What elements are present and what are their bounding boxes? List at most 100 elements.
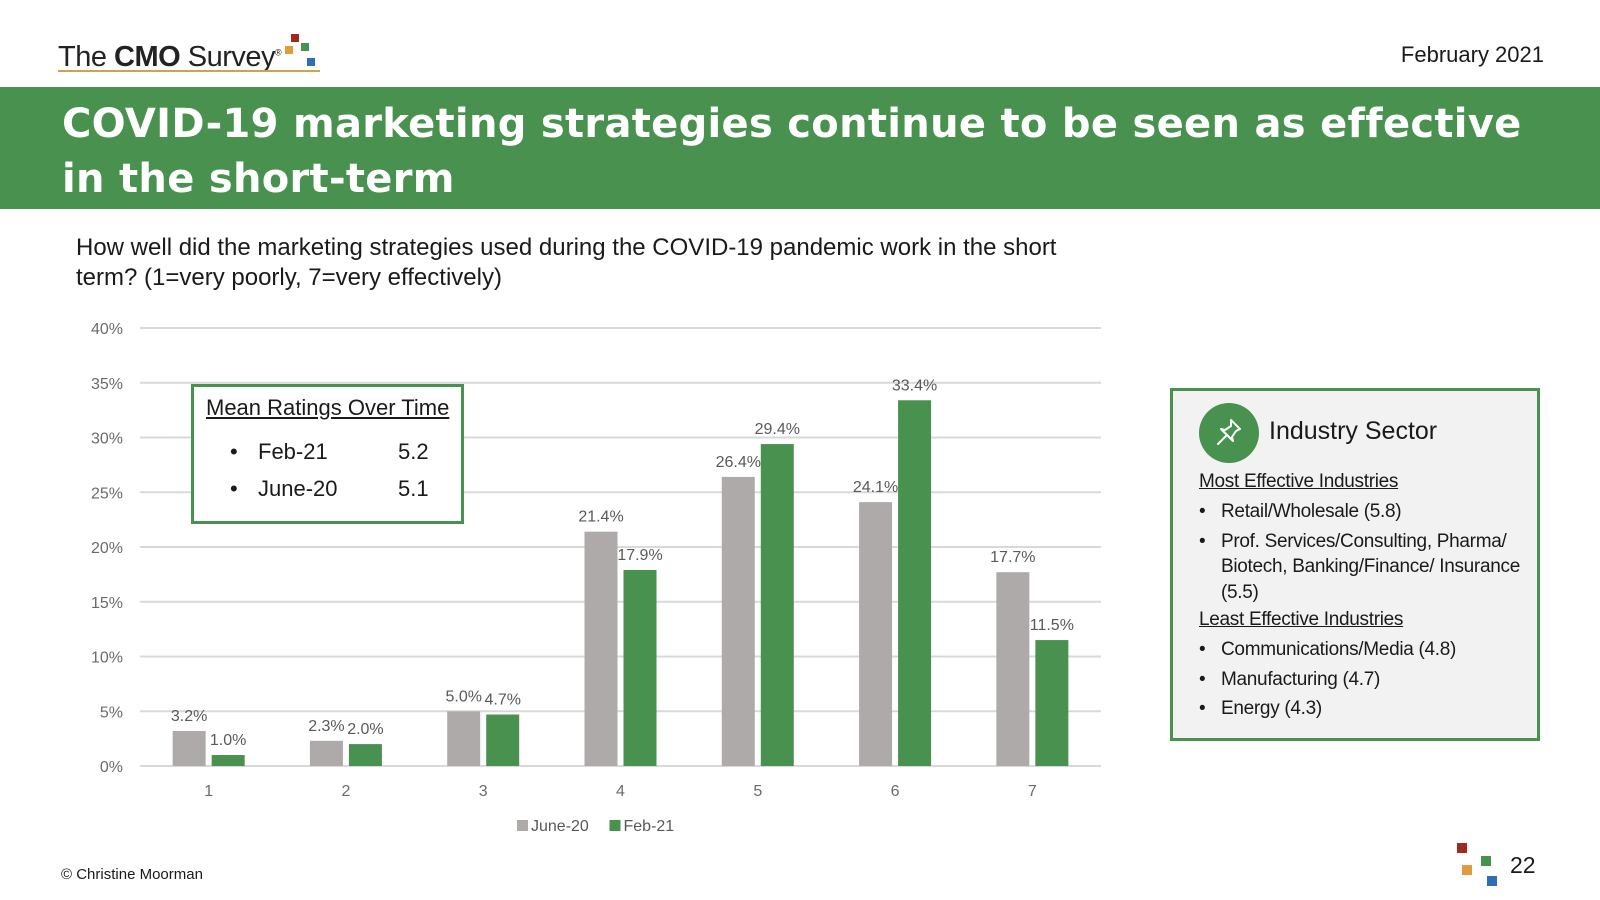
- data-label: 21.4%: [578, 509, 623, 526]
- mean-row: • June-20 5.1: [206, 470, 449, 507]
- logo-square-blue: [307, 58, 316, 66]
- title-banner: COVID-19 marketing strategies continue t…: [0, 87, 1600, 209]
- data-label: 17.7%: [990, 549, 1035, 566]
- y-tick-label: 40%: [91, 321, 123, 338]
- legend-swatch: [609, 820, 621, 831]
- bar-feb-21: [211, 755, 245, 766]
- footer-square-blue: [1487, 876, 1497, 886]
- page-number: 22: [1510, 852, 1536, 878]
- list-item: Energy (4.3): [1199, 696, 1523, 722]
- chart-bars: [172, 400, 1069, 766]
- x-tick-label: 7: [1028, 783, 1037, 800]
- legend-label: June-20: [531, 818, 589, 835]
- mean-value: 5.2: [398, 438, 429, 464]
- logo-text-prefix: The: [58, 41, 115, 73]
- y-tick-label: 25%: [91, 485, 123, 502]
- bar-june-20: [309, 740, 343, 766]
- most-effective-heading: Most Effective Industries: [1199, 471, 1399, 492]
- bar-june-20: [721, 476, 755, 766]
- list-item: Retail/Wholesale (5.8): [1199, 499, 1523, 525]
- y-tick-label: 10%: [91, 650, 123, 667]
- report-date: February 2021: [1400, 42, 1544, 67]
- data-label: 11.5%: [1030, 617, 1074, 634]
- y-tick-label: 15%: [91, 595, 123, 612]
- logo-square-orange: [285, 46, 294, 54]
- copyright-footer: © Christine Moorman: [61, 866, 203, 883]
- data-label: 26.4%: [716, 454, 761, 471]
- mean-ratings-title: Mean Ratings Over Time: [206, 395, 450, 420]
- bar-feb-21: [623, 569, 657, 766]
- bullet: •: [230, 438, 238, 464]
- data-label: 2.3%: [308, 718, 344, 735]
- y-tick-label: 5%: [100, 704, 123, 721]
- bar-june-20: [584, 531, 618, 766]
- y-tick-label: 0%: [100, 759, 123, 776]
- data-label: 24.1%: [853, 479, 898, 496]
- footer-square-red: [1457, 843, 1467, 853]
- logo-square-green: [301, 43, 310, 51]
- mean-row: • Feb-21 5.2: [206, 433, 449, 470]
- x-tick-label: 3: [479, 783, 488, 800]
- industry-sector-box: Industry Sector Most Effective Industrie…: [1170, 388, 1540, 741]
- mean-label: Feb-21: [258, 438, 328, 464]
- bar-feb-21: [760, 444, 794, 766]
- survey-question: How well did the marketing strategies us…: [76, 234, 1057, 291]
- chart-legend: June-20 Feb-21: [517, 818, 674, 835]
- data-label: 17.9%: [617, 547, 662, 564]
- industry-sector-header: Industry Sector: [1187, 397, 1523, 465]
- bar-feb-21: [486, 714, 520, 766]
- data-label: 5.0%: [445, 688, 481, 705]
- bar-june-20: [172, 730, 206, 766]
- y-tick-label: 20%: [91, 540, 123, 557]
- mean-label: June-20: [258, 475, 338, 501]
- logo-underline: [58, 70, 320, 72]
- y-tick-label: 30%: [91, 431, 123, 448]
- logo-text-suffix: Survey: [180, 41, 276, 73]
- data-label: 29.4%: [755, 421, 800, 438]
- x-tick-label: 1: [204, 783, 213, 800]
- data-label: 2.0%: [347, 721, 383, 738]
- list-item: Prof. Services/Consulting, Pharma/ Biote…: [1199, 529, 1523, 606]
- footer-squares-icon: [1452, 842, 1500, 888]
- x-tick-label: 5: [753, 783, 762, 800]
- data-label: 3.2%: [171, 708, 207, 725]
- cmo-survey-logo: The CMO Survey®: [58, 32, 325, 72]
- slide-title: COVID-19 marketing strategies continue t…: [62, 101, 1522, 202]
- list-item: Manufacturing (4.7): [1199, 667, 1523, 693]
- y-tick-label: 35%: [91, 376, 123, 393]
- x-tick-label: 4: [616, 783, 625, 800]
- bar-chart: 0% 5% 10% 15% 20% 25% 30% 35% 40% 3.2%1.0% 2.3% 2.…: [91, 321, 1101, 835]
- logo-wordmark: The CMO Survey®: [58, 41, 282, 73]
- mean-value: 5.1: [398, 475, 429, 501]
- logo-text-bold: CMO: [114, 41, 181, 73]
- logo-registered-mark: ®: [275, 47, 282, 58]
- footer-square-orange: [1462, 865, 1472, 875]
- mean-ratings-box: Mean Ratings Over Time • Feb-21 5.2 • Ju…: [191, 384, 464, 524]
- least-effective-heading: Least Effective Industries: [1199, 609, 1404, 630]
- bar-feb-21: [898, 400, 932, 766]
- logo-square-red: [291, 34, 300, 42]
- bullet: •: [230, 475, 238, 501]
- logo-squares-icon: [285, 32, 325, 72]
- chart-data-labels: 3.2%1.0% 2.3% 2.0% 5.0% 4.7% 21.4% 17.9% 26.4% 2…: [171, 377, 1074, 749]
- pushpin-icon: [1199, 403, 1259, 463]
- legend-swatch: [517, 820, 528, 831]
- chart-y-axis: 0% 5% 10% 15% 20% 25% 30% 35% 40%: [91, 321, 123, 776]
- chart-x-axis: 1 2 3 4 5 6 7: [204, 783, 1037, 800]
- data-label: 1.0%: [210, 732, 246, 749]
- least-effective-list: Communications/Media (4.8) Manufacturing…: [1199, 637, 1523, 722]
- most-effective-list: Retail/Wholesale (5.8) Prof. Services/Co…: [1199, 499, 1523, 605]
- bar-feb-21: [1035, 640, 1069, 766]
- industry-sector-title: Industry Sector: [1269, 416, 1438, 445]
- x-tick-label: 6: [891, 783, 900, 800]
- bar-june-20: [996, 572, 1030, 766]
- footer-square-green: [1481, 856, 1491, 866]
- bar-feb-21: [348, 744, 382, 766]
- bar-june-20: [447, 711, 481, 766]
- data-label: 4.7%: [484, 692, 520, 709]
- bar-june-20: [859, 502, 893, 766]
- list-item: Communications/Media (4.8): [1199, 637, 1523, 663]
- legend-label: Feb-21: [624, 818, 675, 835]
- data-label: 33.4%: [892, 377, 937, 394]
- pushpin-glyph: [1217, 419, 1241, 445]
